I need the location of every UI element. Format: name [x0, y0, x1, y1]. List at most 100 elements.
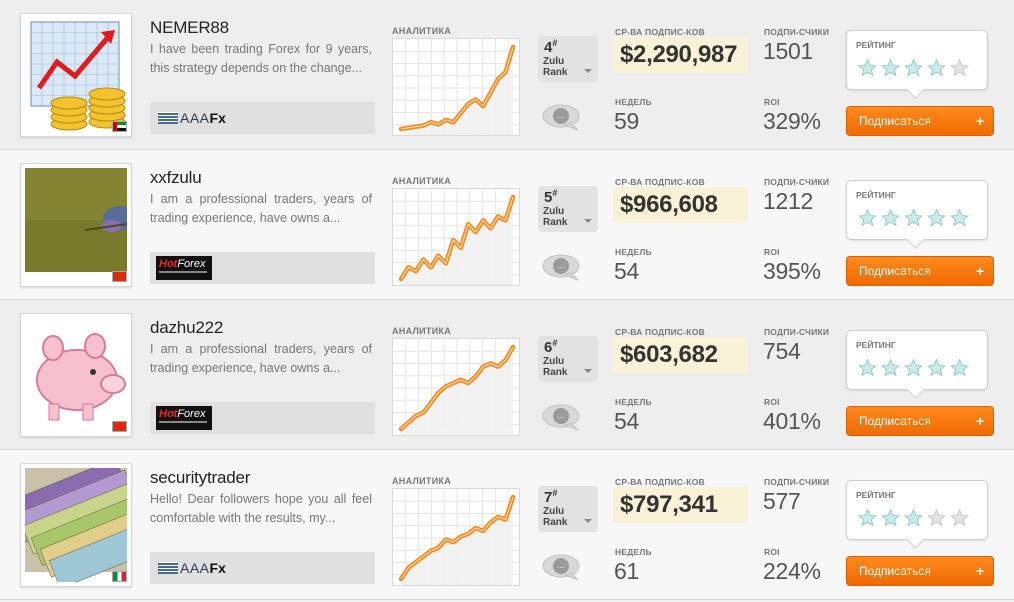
- comment-bubble-icon[interactable]: ...: [541, 553, 581, 581]
- subscribe-button[interactable]: Подписаться +: [846, 406, 994, 436]
- comment-bubble-icon[interactable]: ...: [541, 253, 581, 281]
- star-filled-icon[interactable]: [925, 58, 948, 78]
- comment-bubble-icon[interactable]: ...: [541, 403, 581, 431]
- roi-label: ROI: [764, 97, 780, 107]
- subscribe-button[interactable]: Подписаться +: [846, 106, 994, 136]
- comment-bubble-icon[interactable]: ...: [541, 103, 581, 131]
- analytics-label: АНАЛИТИКА: [392, 476, 452, 486]
- rank-number: 4#: [544, 38, 558, 56]
- weeks-value: 61: [614, 558, 639, 584]
- rating-box: РЕЙТИНГ: [846, 330, 988, 390]
- weeks-value: 54: [614, 258, 639, 284]
- trader-description: Hello! Dear followers hope you all feel …: [150, 492, 372, 525]
- analytics-chart[interactable]: [392, 188, 520, 286]
- rating-stars[interactable]: [856, 508, 971, 528]
- aaafx-bars-icon: [158, 112, 178, 124]
- subscribers-label: ПОДПИ-СЧИКИ: [764, 477, 830, 487]
- rating-stars[interactable]: [856, 358, 971, 378]
- analytics-label: АНАЛИТИКА: [392, 326, 452, 336]
- trader-row: NEMER88 I have been trading Forex for 9 …: [0, 0, 1014, 150]
- logo-underline: [159, 421, 207, 423]
- trader-avatar[interactable]: [20, 313, 132, 437]
- avatar-image: [25, 318, 127, 432]
- broker-name-suffix: Fx: [209, 110, 226, 126]
- trader-name[interactable]: dazhu222: [150, 318, 224, 337]
- chevron-down-icon: [584, 519, 592, 523]
- star-filled-icon[interactable]: [856, 358, 879, 378]
- star-filled-icon[interactable]: [879, 58, 902, 78]
- hotforex-logo: HotForex: [156, 256, 212, 280]
- roi-label: ROI: [764, 247, 780, 257]
- weeks-label: НЕДЕЛЬ: [615, 547, 652, 557]
- avg-value: $966,608: [613, 187, 748, 223]
- trader-row: dazhu222 I am a professional traders, ye…: [0, 300, 1014, 450]
- roi-value: 395%: [763, 258, 821, 284]
- trader-name[interactable]: NEMER88: [150, 18, 229, 37]
- analytics-chart[interactable]: [392, 338, 520, 436]
- rating-box: РЕЙТИНГ: [846, 480, 988, 540]
- zulu-rank-selector[interactable]: 6# Zulu Rank: [538, 336, 598, 382]
- rating-stars[interactable]: [856, 208, 971, 228]
- subscribe-label: Подписаться: [859, 114, 931, 128]
- star-filled-icon[interactable]: [925, 358, 948, 378]
- broker-name: AAA: [180, 560, 210, 576]
- star-filled-icon[interactable]: [879, 358, 902, 378]
- rating-label: РЕЙТИНГ: [856, 490, 896, 500]
- analytics-chart[interactable]: [392, 38, 520, 136]
- svg-text:...: ...: [557, 560, 565, 570]
- subscribe-button[interactable]: Подписаться +: [846, 556, 994, 586]
- weeks-value: 59: [614, 108, 639, 134]
- subscribe-label: Подписаться: [859, 264, 931, 278]
- star-filled-icon[interactable]: [902, 358, 925, 378]
- trader-avatar[interactable]: [20, 463, 132, 587]
- star-filled-icon[interactable]: [856, 208, 879, 228]
- star-filled-icon[interactable]: [902, 508, 925, 528]
- trader-avatar[interactable]: [20, 163, 132, 287]
- subscribe-button[interactable]: Подписаться +: [846, 256, 994, 286]
- avg-value: $603,682: [613, 337, 748, 373]
- avg-value: $797,341: [613, 487, 748, 523]
- trader-description: I am a professional traders, years of tr…: [150, 192, 372, 225]
- zulu-rank-selector[interactable]: 5# Zulu Rank: [538, 186, 598, 232]
- trader-name[interactable]: xxfzulu: [150, 168, 202, 187]
- trader-description: I have been trading Forex for 9 years, t…: [150, 42, 372, 75]
- star-filled-icon[interactable]: [948, 358, 971, 378]
- trader-name[interactable]: securitytrader: [150, 468, 251, 487]
- rank-number: 5#: [544, 188, 558, 206]
- subscribers-label: ПОДПИ-СЧИКИ: [764, 177, 830, 187]
- rating-stars[interactable]: [856, 58, 971, 78]
- star-empty-icon[interactable]: [948, 58, 971, 78]
- svg-text:...: ...: [557, 410, 565, 420]
- zulu-rank-selector[interactable]: 4# Zulu Rank: [538, 36, 598, 82]
- zulu-rank-selector[interactable]: 7# Zulu Rank: [538, 486, 598, 532]
- subscribe-label: Подписаться: [859, 564, 931, 578]
- star-filled-icon[interactable]: [879, 208, 902, 228]
- subscribe-label: Подписаться: [859, 414, 931, 428]
- roi-label: ROI: [764, 397, 780, 407]
- rating-label: РЕЙТИНГ: [856, 190, 896, 200]
- hotforex-logo: HotForex: [156, 406, 212, 430]
- weeks-value: 54: [614, 408, 639, 434]
- star-filled-icon[interactable]: [856, 58, 879, 78]
- star-filled-icon[interactable]: [879, 508, 902, 528]
- avg-value-label: СР-ВА ПОДПИС-КОВ: [615, 477, 705, 487]
- star-empty-icon[interactable]: [948, 508, 971, 528]
- zulu-rank-label: Zulu Rank: [543, 506, 568, 528]
- analytics-chart[interactable]: [392, 488, 520, 586]
- plus-icon: +: [975, 263, 984, 279]
- star-filled-icon[interactable]: [925, 208, 948, 228]
- trader-row: xxfzulu I am a professional traders, yea…: [0, 150, 1014, 300]
- chevron-down-icon: [584, 219, 592, 223]
- zulu-rank-label: Zulu Rank: [543, 356, 568, 378]
- broker-name: AAA: [180, 110, 210, 126]
- trader-avatar[interactable]: [20, 13, 132, 137]
- star-empty-icon[interactable]: [925, 508, 948, 528]
- zulu-rank-label: Zulu Rank: [543, 206, 568, 228]
- star-filled-icon[interactable]: [856, 508, 879, 528]
- chevron-down-icon: [584, 369, 592, 373]
- analytics-label: АНАЛИТИКА: [392, 176, 452, 186]
- star-filled-icon[interactable]: [902, 208, 925, 228]
- star-filled-icon[interactable]: [948, 208, 971, 228]
- star-filled-icon[interactable]: [902, 58, 925, 78]
